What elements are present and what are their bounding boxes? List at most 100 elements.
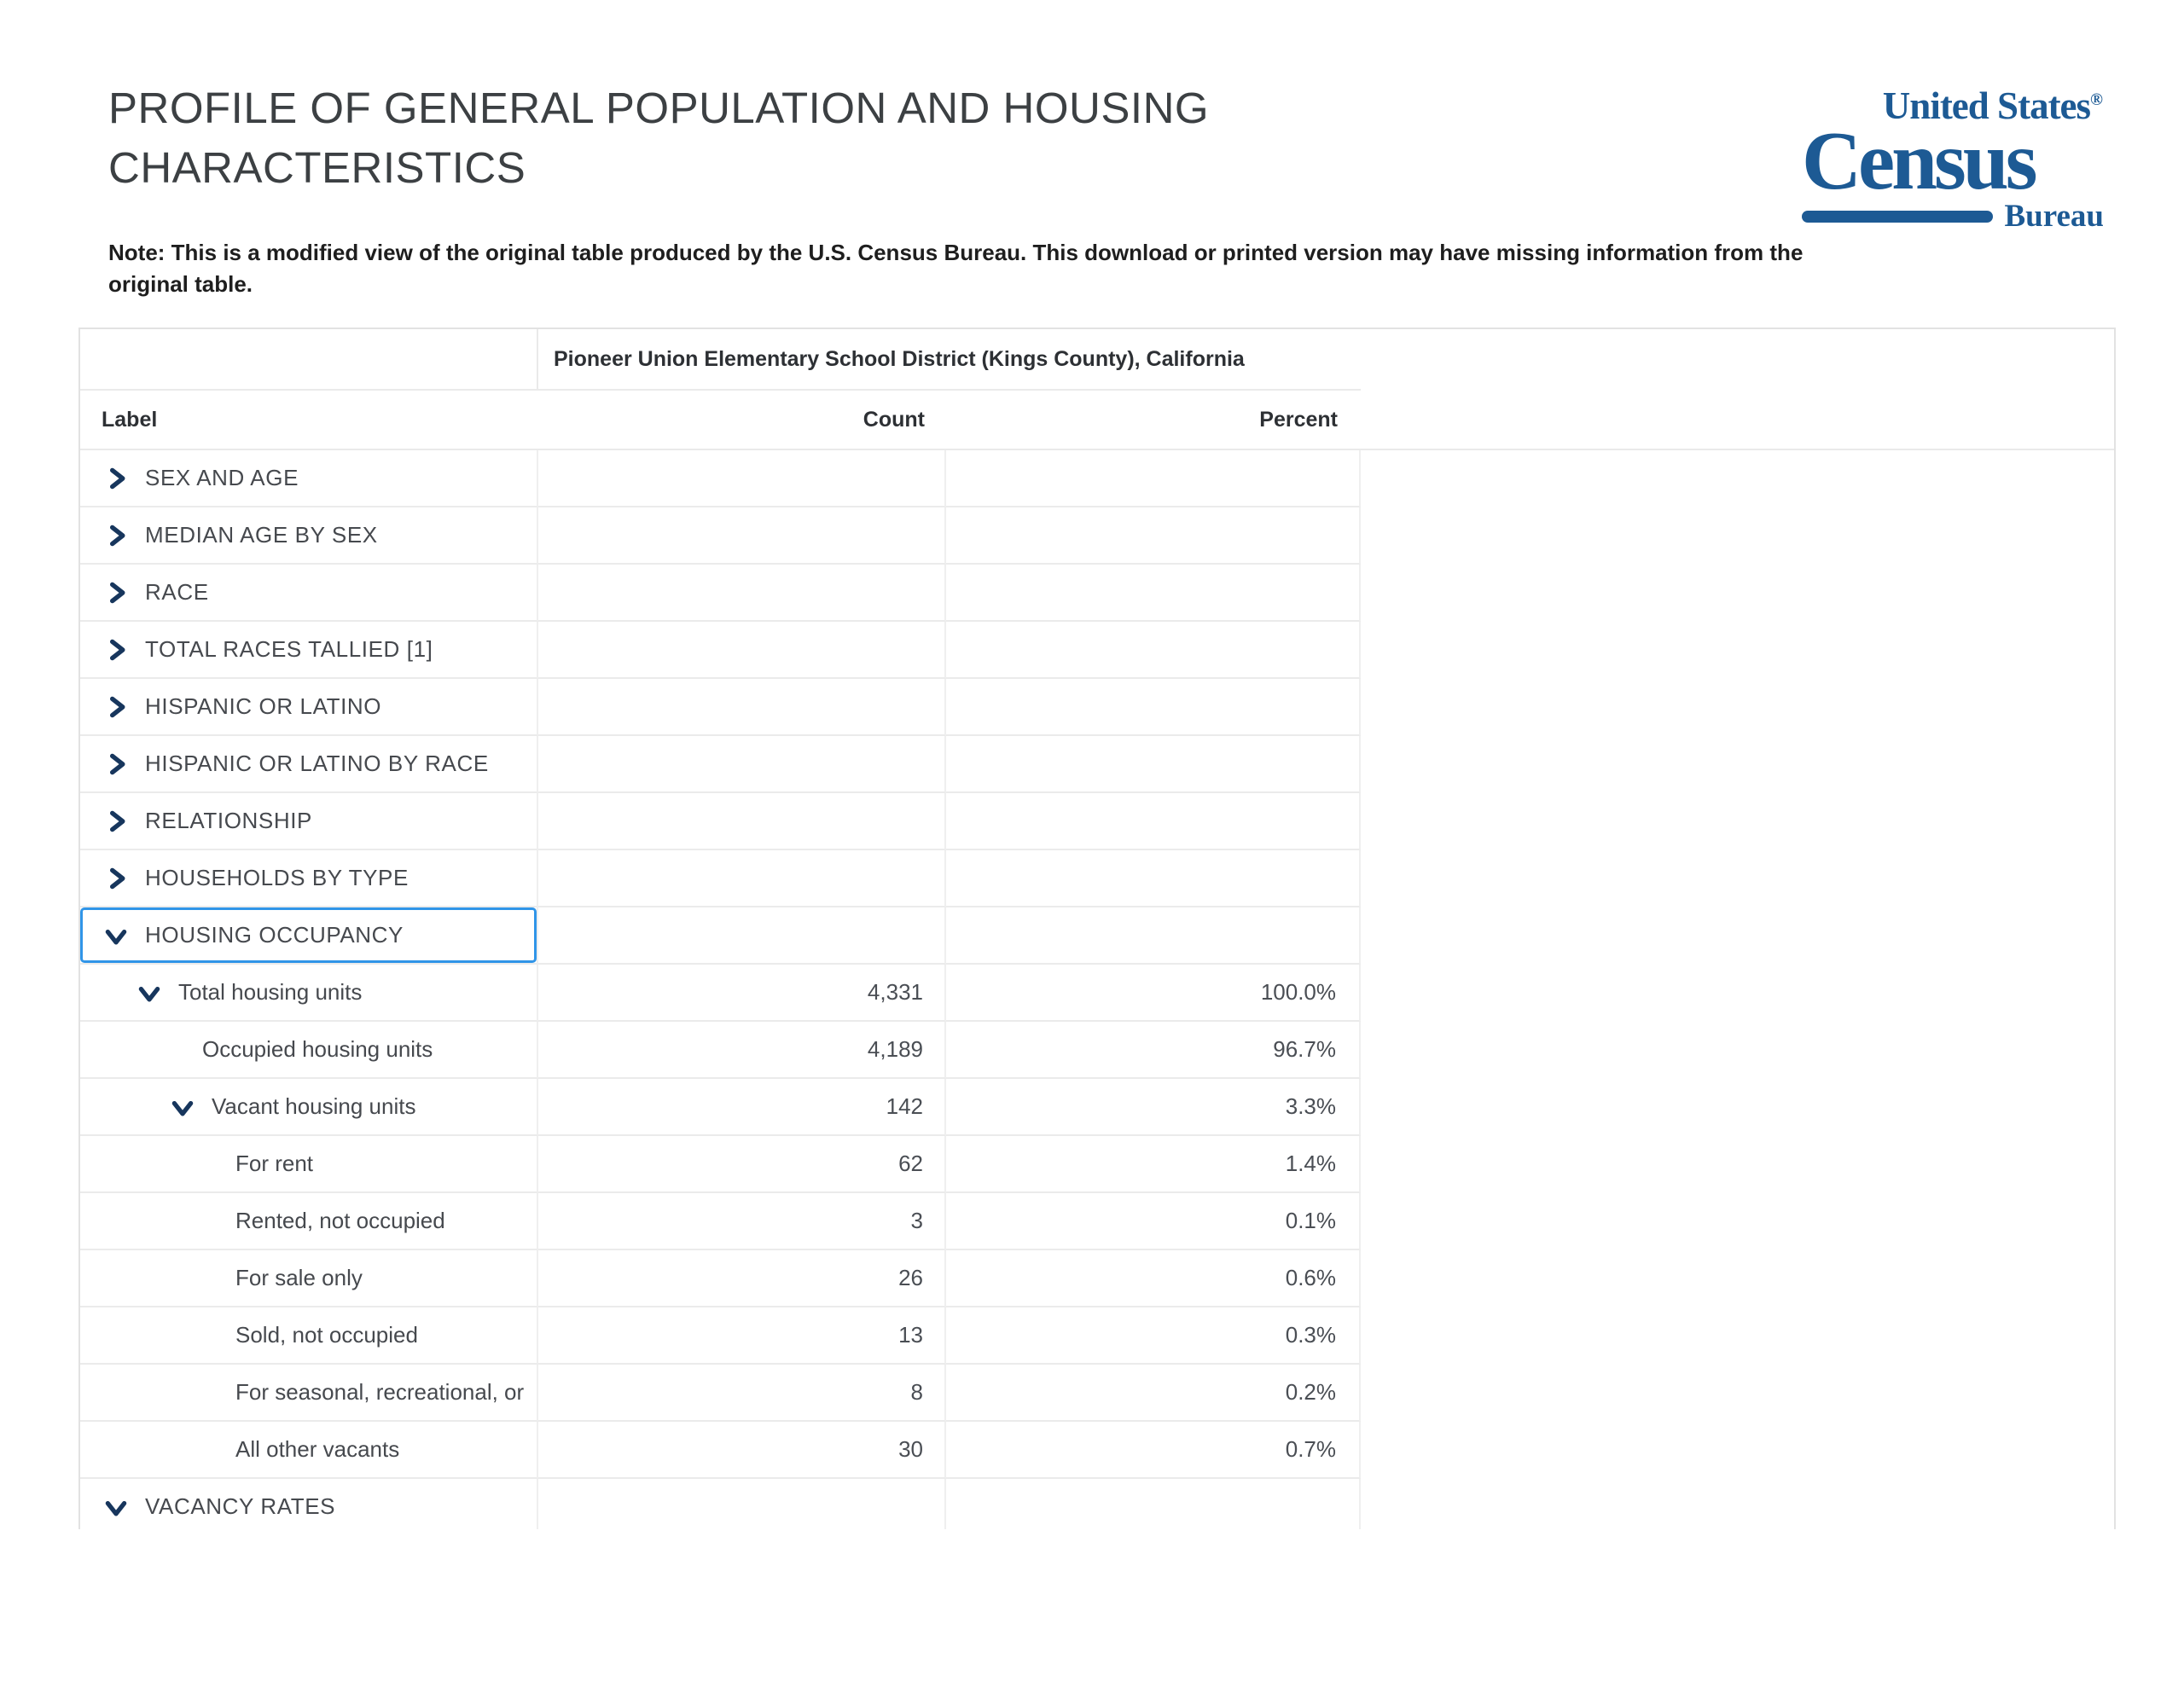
row-label: SEX AND AGE [145,465,299,490]
table-row: RACE [80,565,2114,622]
table-row: For rent 62 1.4% [80,1136,2114,1193]
row-count-cell: 62 [538,1136,946,1193]
chevron-right-icon[interactable] [104,637,128,663]
row-percent-cell [946,736,1361,793]
row-label: Vacant housing units [212,1093,416,1119]
row-label-cell[interactable]: All other vacants [80,1422,538,1479]
row-filler-cell [1361,1193,2114,1250]
row-count-cell: 142 [538,1079,946,1136]
row-percent-cell [946,679,1361,736]
row-label-cell[interactable]: Occupied housing units [80,1022,538,1079]
row-filler-cell [1361,679,2114,736]
chevron-down-icon[interactable] [104,923,128,948]
row-label-cell[interactable]: HISPANIC OR LATINO [80,679,538,736]
table-row: Sold, not occupied 13 0.3% [80,1307,2114,1365]
row-label-cell[interactable]: For rent [80,1136,538,1193]
row-label-cell[interactable]: HOUSEHOLDS BY TYPE [80,850,538,907]
chevron-right-icon[interactable] [104,809,128,834]
row-label-cell[interactable]: Total housing units [80,965,538,1022]
row-filler-cell [1361,565,2114,622]
row-percent-cell: 0.3% [946,1307,1361,1365]
row-label-cell[interactable]: HOUSING OCCUPANCY [80,907,538,965]
row-label-cell[interactable]: RACE [80,565,538,622]
row-count-cell [538,736,946,793]
logo-underline-bar [1802,211,1994,223]
chevron-right-icon[interactable] [104,466,128,491]
row-count-cell: 13 [538,1307,946,1365]
logo-united-states: United States® [1882,84,2103,127]
table-column-header-row: Label Count Percent [80,391,2114,450]
row-filler-cell [1361,1250,2114,1307]
table-region-header-row: Pioneer Union Elementary School District… [80,329,2114,391]
row-label: Sold, not occupied [235,1322,418,1348]
row-count-cell [538,622,946,679]
row-label-cell[interactable]: Sold, not occupied [80,1307,538,1365]
row-count-cell: 26 [538,1250,946,1307]
row-filler-cell [1361,1079,2114,1136]
row-label-cell[interactable]: SEX AND AGE [80,450,538,507]
row-filler-cell [1361,1422,2114,1479]
row-filler-cell [1361,965,2114,1022]
census-bureau-logo: United States® Census Bureau [1802,80,2104,233]
row-label-cell[interactable]: HISPANIC OR LATINO BY RACE [80,736,538,793]
row-label-cell[interactable]: TOTAL RACES TALLIED [1] [80,622,538,679]
column-header-label: Label [102,407,158,432]
table-row: All other vacants 30 0.7% [80,1422,2114,1479]
row-count-cell: 4,331 [538,965,946,1022]
row-label-cell[interactable]: For sale only [80,1250,538,1307]
logo-census: Census [1802,115,2038,206]
chevron-down-icon[interactable] [104,1494,128,1520]
row-label: TOTAL RACES TALLIED [1] [145,636,433,662]
region-header: Pioneer Union Elementary School District… [538,329,1361,391]
column-header-percent: Percent [1259,407,1338,432]
table-row: TOTAL RACES TALLIED [1] [80,622,2114,679]
row-count-cell [538,1479,946,1529]
region-header-filler [1361,329,2114,391]
row-filler-cell [1361,1365,2114,1422]
table-row: Occupied housing units 4,189 96.7% [80,1022,2114,1079]
row-percent-cell [946,907,1361,965]
row-filler-cell [1361,1136,2114,1193]
chevron-down-icon[interactable] [171,1094,195,1120]
row-filler-cell [1361,850,2114,907]
row-filler-cell [1361,1479,2114,1529]
row-percent-cell: 100.0% [946,965,1361,1022]
row-label: For sale only [235,1265,363,1290]
chevron-right-icon[interactable] [104,523,128,548]
row-label: For rent [235,1151,314,1176]
chevron-right-icon[interactable] [104,580,128,606]
row-label: RELATIONSHIP [145,808,312,833]
row-count-cell [538,679,946,736]
row-label: HOUSEHOLDS BY TYPE [145,865,409,890]
chevron-right-icon[interactable] [104,866,128,891]
row-count-cell [538,507,946,565]
chevron-down-icon[interactable] [137,980,161,1006]
row-label-cell[interactable]: VACANCY RATES [80,1479,538,1529]
row-label: VACANCY RATES [145,1493,336,1519]
row-label: HISPANIC OR LATINO BY RACE [145,751,489,776]
row-label: Total housing units [178,979,363,1005]
table-row: VACANCY RATES [80,1479,2114,1529]
row-count-cell: 8 [538,1365,946,1422]
row-count-cell [538,793,946,850]
row-percent-cell: 0.7% [946,1422,1361,1479]
chevron-right-icon[interactable] [104,751,128,777]
row-label-cell[interactable]: For seasonal, recreational, or [80,1365,538,1422]
row-label: Rented, not occupied [235,1208,445,1233]
row-percent-cell [946,565,1361,622]
row-filler-cell [1361,507,2114,565]
table-row: Rented, not occupied 3 0.1% [80,1193,2114,1250]
table-row: MEDIAN AGE BY SEX [80,507,2114,565]
table-body: SEX AND AGE MEDIAN AGE BY SEX RACE TOTAL RA… [80,450,2114,1529]
row-percent-cell [946,793,1361,850]
table-row: HOUSEHOLDS BY TYPE [80,850,2114,907]
row-label-cell[interactable]: Rented, not occupied [80,1193,538,1250]
table-row: HISPANIC OR LATINO [80,679,2114,736]
chevron-right-icon[interactable] [104,694,128,720]
row-label: All other vacants [235,1436,400,1462]
page-title: PROFILE OF GENERAL POPULATION AND HOUSIN… [108,84,1210,192]
row-label-cell[interactable]: RELATIONSHIP [80,793,538,850]
table-row: SEX AND AGE [80,450,2114,507]
row-label-cell[interactable]: MEDIAN AGE BY SEX [80,507,538,565]
row-label-cell[interactable]: Vacant housing units [80,1079,538,1136]
